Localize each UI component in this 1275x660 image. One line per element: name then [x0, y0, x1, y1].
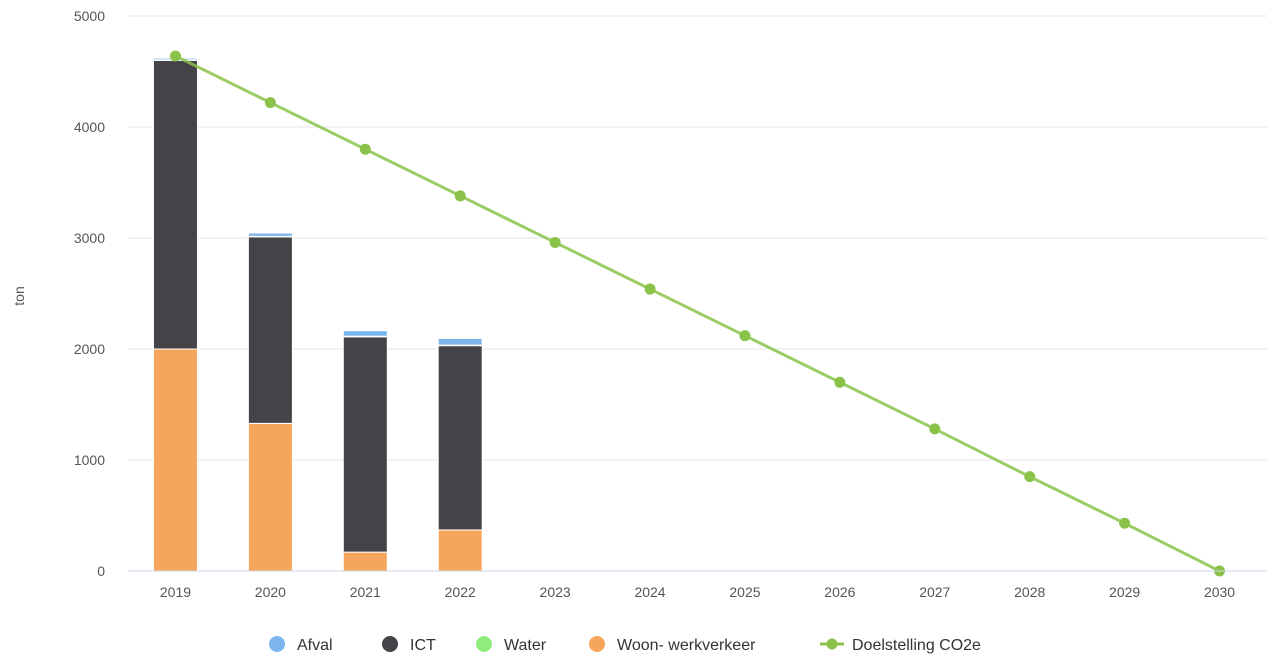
bar-segment-ict	[153, 60, 197, 349]
x-tick-label: 2029	[1109, 584, 1140, 600]
legend-item-ict[interactable]: ICT	[382, 636, 436, 654]
y-axis-label: ton	[11, 286, 27, 305]
x-tick-label: 2022	[445, 584, 476, 600]
x-tick-label: 2023	[540, 584, 571, 600]
x-tick-label: 2024	[634, 584, 665, 600]
gridlines	[128, 16, 1267, 460]
bar-segment-afval	[438, 338, 482, 345]
legend-label: Woon- werkverkeer	[617, 637, 756, 654]
y-tick-label: 4000	[74, 119, 105, 135]
bar-segment-afval	[248, 233, 292, 236]
legend-item-doelstelling-co2e[interactable]: Doelstelling CO2e	[820, 637, 981, 654]
legend-circle-marker	[269, 636, 285, 652]
bar-segment-ict	[343, 337, 387, 552]
target-point	[265, 97, 276, 108]
target-point	[929, 423, 940, 434]
legend-label: Doelstelling CO2e	[852, 637, 981, 654]
legend-label: Water	[504, 637, 547, 654]
bar-segment-woon-werkverkeer	[438, 530, 482, 571]
x-tick-label: 2020	[255, 584, 286, 600]
target-point	[1024, 471, 1035, 482]
x-tick-label: 2027	[919, 584, 950, 600]
x-tick-label: 2021	[350, 584, 381, 600]
y-tick-label: 0	[97, 563, 105, 579]
target-point	[360, 144, 371, 155]
target-line-path	[175, 56, 1219, 571]
target-point	[1119, 518, 1130, 529]
x-tick-label: 2025	[729, 584, 760, 600]
bar-segment-woon-werkverkeer	[153, 349, 197, 571]
legend-item-afval[interactable]: Afval	[269, 636, 333, 654]
legend-item-water[interactable]: Water	[476, 636, 547, 654]
target-point	[739, 330, 750, 341]
x-tick-label: 2028	[1014, 584, 1045, 600]
x-tick-label: 2019	[160, 584, 191, 600]
legend-circle-marker	[382, 636, 398, 652]
y-axis-ticks: 0 1000 2000 3000 4000 5000	[74, 8, 105, 579]
legend-item-woon-werkverkeer[interactable]: Woon- werkverkeer	[589, 636, 756, 654]
target-point	[170, 50, 181, 61]
y-tick-label: 2000	[74, 341, 105, 357]
legend-label: ICT	[410, 637, 436, 654]
legend-point-marker	[827, 639, 838, 650]
target-point	[834, 377, 845, 388]
target-point	[455, 190, 466, 201]
target-line	[170, 50, 1225, 576]
x-axis-ticks: 2019 2020 2021 2022 2023 2024 2025 2026 2027 2028…	[160, 584, 1235, 600]
legend: Afval ICT Water Woon- werkverkeer Doelstelli…	[269, 636, 981, 654]
bar-segment-ict	[248, 237, 292, 423]
y-tick-label: 1000	[74, 452, 105, 468]
x-tick-label: 2026	[824, 584, 855, 600]
bar-segment-woon-werkverkeer	[343, 552, 387, 571]
bars	[153, 58, 482, 571]
legend-circle-marker	[589, 636, 605, 652]
bar-segment-afval	[343, 331, 387, 337]
target-point	[550, 237, 561, 248]
legend-circle-marker	[476, 636, 492, 652]
bar-segment-woon-werkverkeer	[248, 423, 292, 571]
legend-label: Afval	[297, 637, 333, 654]
y-tick-label: 3000	[74, 230, 105, 246]
bar-segment-ict	[438, 346, 482, 530]
y-tick-label: 5000	[74, 8, 105, 24]
x-tick-label: 2030	[1204, 584, 1235, 600]
target-point	[645, 284, 656, 295]
